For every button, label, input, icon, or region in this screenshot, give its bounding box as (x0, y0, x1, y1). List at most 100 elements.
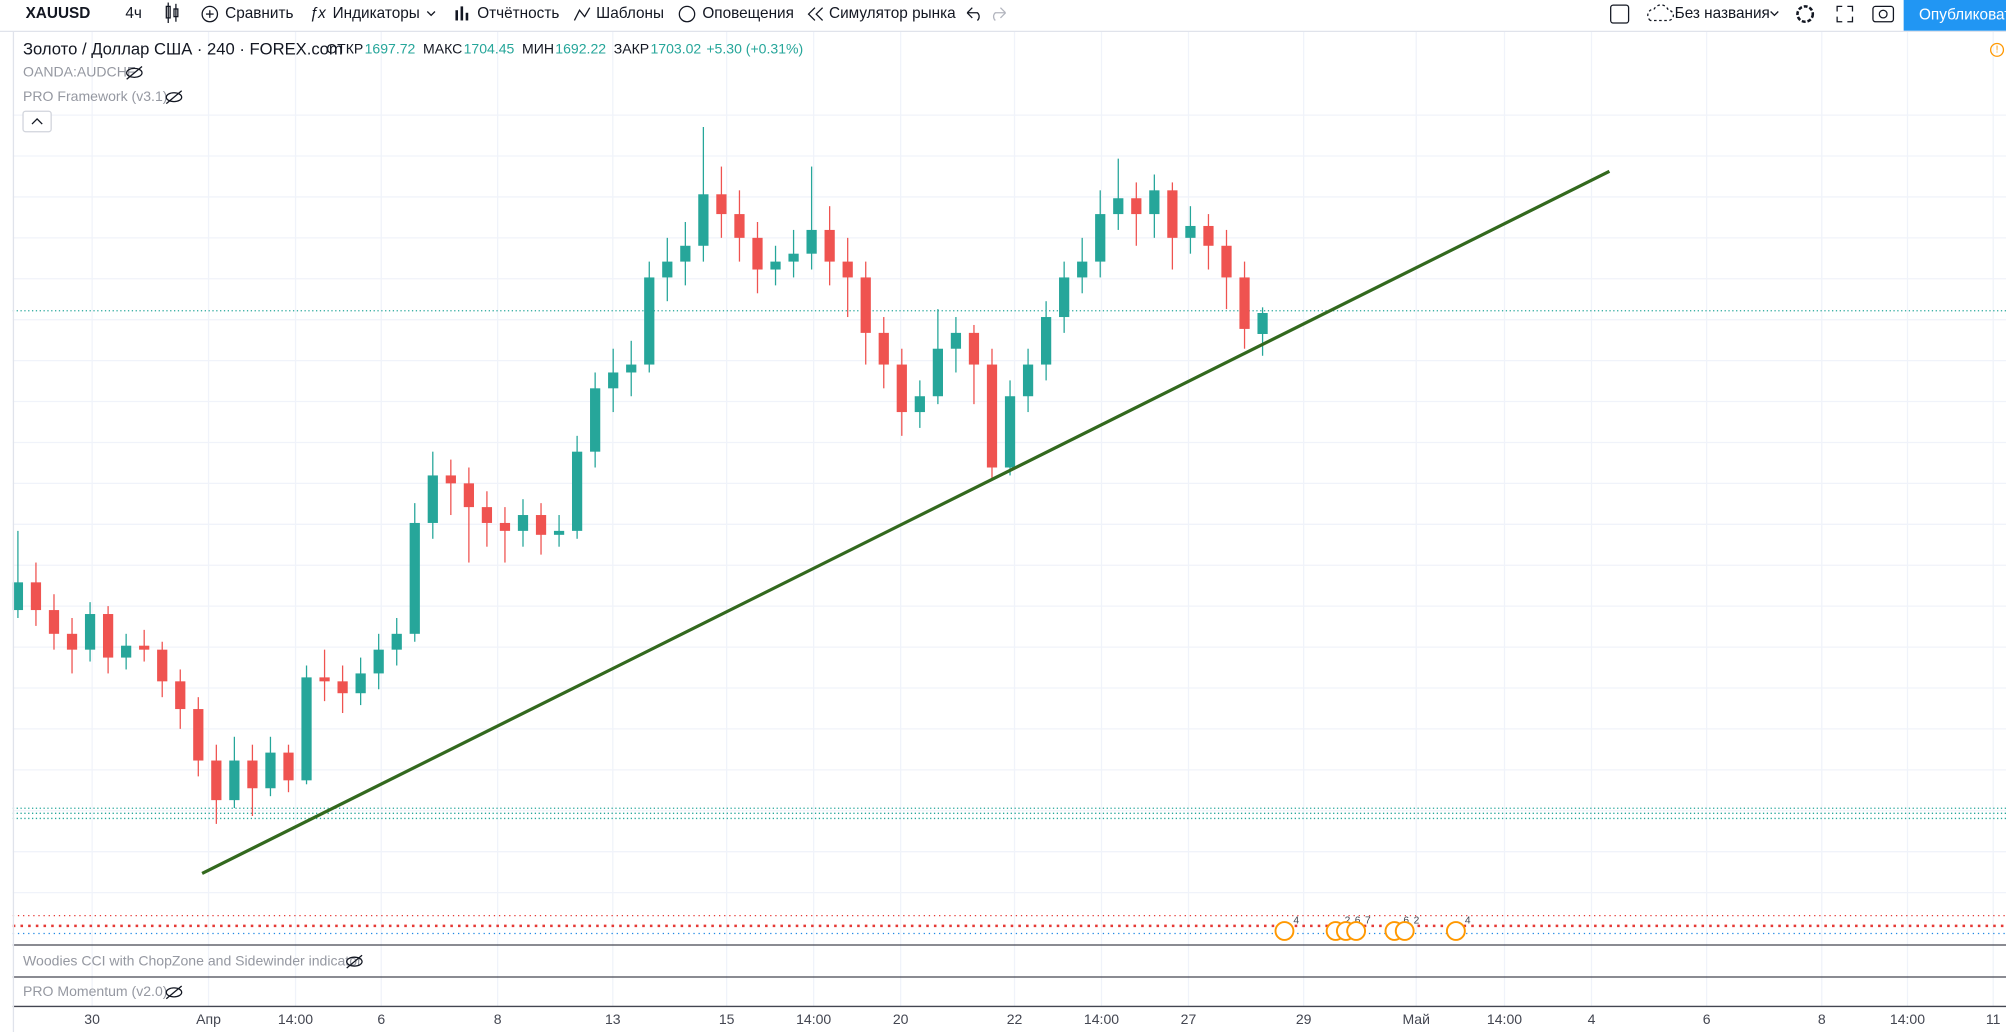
cloud-icon[interactable] (1647, 4, 1674, 22)
legend-title: Золото / Доллар США · 240 · FOREX.com (23, 39, 343, 58)
x-tick-label: Апр (196, 1011, 221, 1027)
candle-body (608, 372, 619, 389)
candle-body (409, 522, 420, 634)
candle-body (1059, 277, 1070, 318)
eye-hidden[interactable] (126, 66, 143, 80)
event-marker[interactable] (1445, 921, 1466, 941)
x-tick-label: 20 (893, 1011, 909, 1027)
candle-body (932, 348, 943, 397)
collapse-button[interactable] (22, 110, 52, 133)
x-tick-label: 4 (1588, 1011, 1596, 1027)
candle-body (698, 194, 709, 246)
select-icon[interactable] (1610, 4, 1630, 24)
candle-body (986, 364, 998, 468)
candle-body (1239, 277, 1250, 329)
candle-body (878, 332, 889, 365)
publish-button[interactable] (1903, 0, 2006, 31)
candle-body (1257, 313, 1268, 334)
settings-icon[interactable] (1796, 5, 1815, 24)
compare[interactable]: Сравнить (225, 5, 293, 22)
fx-icon[interactable]: ƒx (310, 5, 328, 22)
candle-body (175, 681, 186, 710)
alerts-icon[interactable] (678, 5, 696, 23)
warning-mark: ! (1996, 45, 1999, 56)
event-count: 4 (1465, 915, 1471, 926)
ohlc-change: +5.30 (+0.31%) (706, 41, 803, 57)
trend-line[interactable] (201, 169, 1611, 875)
layout-name[interactable]: Без названия (1675, 5, 1770, 22)
event-marker[interactable] (1394, 921, 1415, 941)
candle-body (481, 507, 493, 523)
candle-body (211, 760, 222, 801)
candle-body (1131, 198, 1142, 215)
candle-body (30, 582, 42, 611)
study-label: OANDA:AUDCHF (23, 64, 136, 80)
candle-body (553, 530, 565, 535)
templates[interactable]: Шаблоны (596, 5, 664, 22)
financials[interactable]: Отчётность (477, 5, 559, 22)
candle-body (1203, 225, 1214, 246)
replay-icon[interactable] (807, 7, 824, 21)
study-label: PRO Framework (v3.1) (23, 88, 167, 104)
candle-body (968, 332, 980, 365)
publish-label: Опубликовать (1919, 6, 2006, 23)
x-tick-label: 14:00 (1487, 1011, 1522, 1027)
candle-body (535, 515, 547, 535)
x-tick-label: 11 (1986, 1011, 2001, 1027)
indicators[interactable]: Индикаторы (333, 5, 420, 22)
candle-body (626, 364, 637, 373)
candle-body (517, 515, 529, 531)
candle-body (337, 681, 348, 694)
x-tick-label: 22 (1007, 1011, 1023, 1027)
templates-icon[interactable] (573, 7, 591, 21)
candles (12, 126, 1268, 824)
x-tick-label: 30 (84, 1011, 100, 1027)
financials-icon[interactable] (455, 6, 469, 21)
eye-hidden[interactable] (165, 985, 183, 1000)
candle-body (1077, 261, 1088, 278)
candle-body (590, 388, 601, 452)
event-marker[interactable] (1274, 921, 1295, 941)
candle-body (734, 214, 745, 238)
event-count: 2 (1345, 915, 1351, 926)
candle-body (139, 645, 150, 650)
candle-body (1221, 245, 1232, 278)
eye-hidden[interactable] (165, 90, 183, 105)
candle-body (1167, 190, 1178, 238)
undo[interactable] (966, 7, 980, 21)
redo[interactable] (993, 7, 1007, 21)
pane-label: Woodies CCI with ChopZone and Sidewinder… (23, 952, 362, 968)
interval[interactable]: 4ч (125, 5, 142, 22)
candle-body (247, 760, 258, 789)
replay[interactable]: Симулятор рынка (829, 5, 956, 22)
event-marker[interactable] (1346, 921, 1367, 941)
candle-body (662, 261, 673, 278)
warning-icon[interactable] (1990, 42, 2005, 57)
symbol[interactable]: XAUUSD (26, 5, 91, 22)
chevron[interactable] (426, 11, 436, 17)
chevron[interactable] (1770, 11, 1779, 17)
event-count: 4 (1293, 915, 1299, 926)
candle-body (788, 253, 799, 262)
fullscreen-icon[interactable] (1836, 5, 1854, 23)
event-count: 2 (1414, 915, 1420, 926)
candle-body (1004, 396, 1016, 468)
chart-type-icon[interactable] (165, 2, 179, 24)
candle-body (427, 475, 438, 523)
eye-hidden[interactable] (346, 954, 363, 969)
candle-body (373, 649, 384, 674)
alerts[interactable]: Оповещения (702, 5, 794, 22)
candle-body (860, 277, 871, 333)
x-tick-label: 14:00 (1084, 1011, 1119, 1027)
candle-body (463, 483, 474, 508)
candle-body (824, 229, 835, 262)
candle-body (265, 752, 276, 789)
x-tick-label: 13 (605, 1011, 621, 1027)
camera-icon[interactable] (1872, 5, 1895, 23)
compare-icon[interactable] (201, 5, 219, 23)
candle-body (1022, 364, 1034, 397)
collapse-icon (31, 118, 43, 125)
candle-body (301, 677, 312, 781)
